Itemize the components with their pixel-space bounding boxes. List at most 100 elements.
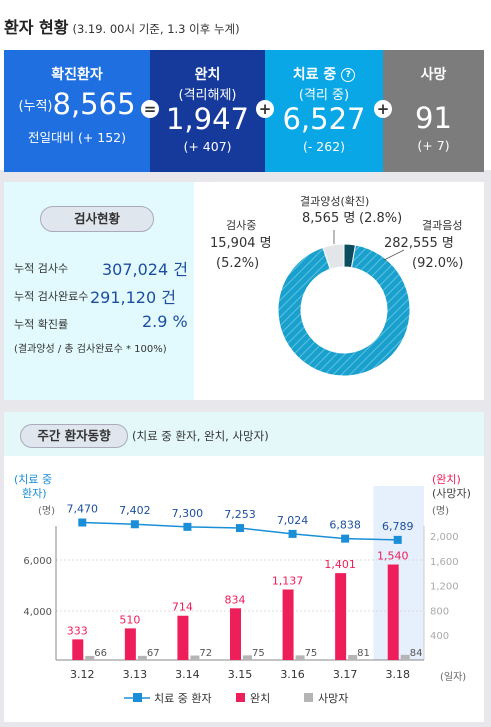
treating-point	[393, 535, 402, 544]
x-tick-label: 3.14	[175, 668, 200, 681]
treating-change: (- 262)	[302, 139, 346, 154]
deaths-bar	[85, 655, 95, 660]
treating-card: 치료 중 ? (격리 중) 6,527 (- 262)	[265, 50, 383, 172]
right-axis-unit: (명)	[432, 505, 449, 517]
plus-icon: +	[256, 100, 274, 118]
released-bar-label: 1,540	[377, 550, 409, 563]
weekly-trend-panel: 주간 환자동향 (치료 중 환자, 완치, 사망자) 4,000 6,000 400…	[4, 412, 484, 722]
deaths-bar-label: 75	[305, 648, 318, 659]
deaths-bar-label: 84	[410, 648, 423, 659]
deaths-bar-label: 67	[147, 648, 160, 659]
treating-point	[288, 529, 297, 538]
treating-value: 6,527	[282, 102, 366, 136]
donut-label-positive-name: 결과양성(확진)	[300, 195, 369, 208]
released-bar	[72, 639, 84, 660]
donut-label-negative-name: 결과음성	[422, 219, 462, 232]
left-tick-label: 4,000	[23, 607, 52, 618]
treating-point	[341, 534, 350, 543]
right-axis-title-1: (완치)	[432, 473, 461, 486]
released-bar-label: 834	[225, 593, 246, 606]
test-note: (결과양성 / 총 검사완료수 * 100%)	[14, 344, 167, 355]
weekly-title: 주간 환자동향	[20, 424, 128, 448]
right-tick-label: 1,600	[430, 557, 459, 568]
deaths-bar-label: 72	[199, 648, 212, 659]
deaths-bar	[243, 655, 252, 660]
info-icon[interactable]: ?	[341, 68, 356, 82]
released-card: 완치 (격리해제) 1,947 (+ 407)	[150, 50, 265, 172]
legend-swatch-released	[236, 693, 245, 702]
deaths-change: (+ 7)	[417, 138, 450, 153]
deaths-bar-label: 66	[94, 648, 107, 659]
donut-label-positive-value: 8,565 명	[302, 211, 355, 226]
donut-label-negative-value: 282,555 명	[384, 236, 454, 251]
released-sublabel: (격리해제)	[178, 88, 237, 103]
legend-treating: 치료 중 환자	[154, 692, 212, 705]
legend-swatch-deaths	[304, 693, 313, 702]
summary-panel: 환자 현황 (3.19. 00시 기준, 1.3 이후 누계) 확진환자 (누적)…	[0, 0, 491, 172]
x-tick-label: 3.13	[123, 668, 148, 681]
right-axis-title-2: (사망자)	[432, 487, 471, 500]
treating-point-label: 7,402	[119, 504, 151, 517]
test-status-summary: 검사현황 누적 검사수 307,024 건 누적 검사완료수 291,120 건 누…	[4, 182, 194, 400]
deaths-bar	[190, 655, 200, 660]
test-row-rate: 누적 확진률 2.9 %	[14, 312, 188, 331]
x-tick-label: 3.15	[228, 668, 253, 681]
deaths-bar	[400, 654, 410, 660]
legend-deaths: 사망자	[318, 692, 348, 705]
x-tick-label: 3.18	[385, 668, 410, 681]
released-bar	[124, 628, 136, 660]
test-status-panel: 검사현황 누적 검사수 307,024 건 누적 검사완료수 291,120 건 누…	[4, 182, 484, 400]
treating-point	[183, 522, 192, 531]
x-tick-label: 3.16	[280, 668, 305, 681]
legend-swatch-treating	[133, 693, 142, 702]
treating-point	[130, 520, 139, 529]
right-tick-label: 1,200	[430, 582, 459, 593]
x-tick-label: 3.12	[70, 668, 95, 681]
donut-label-testing-value: 15,904 명	[210, 236, 272, 251]
deaths-bar-label: 81	[357, 648, 370, 659]
test-result-donut: 검사중 15,904 명 (5.2%) 결과양성(확진) 8,565 명 (2.…	[210, 195, 463, 377]
confirmed-label: 확진환자	[51, 67, 103, 83]
equals-icon: =	[141, 100, 159, 118]
released-change: (+ 407)	[183, 139, 232, 154]
treating-label: 치료 중 ?	[265, 64, 383, 84]
chart-legend: 치료 중 환자 완치 사망자	[124, 692, 348, 705]
weekly-chart: 4,000 6,000 400 800 1,200 1,600 2,000 333 66 3.12…	[14, 473, 471, 705]
treating-point-label: 7,253	[224, 508, 256, 521]
released-value: 1,947	[165, 102, 250, 136]
released-bar-label: 510	[119, 613, 140, 626]
released-bar	[230, 608, 241, 660]
released-bar	[387, 564, 399, 660]
left-tick-label: 6,000	[23, 556, 52, 567]
deaths-bar-label: 75	[252, 648, 265, 659]
released-bar	[177, 615, 189, 660]
donut-label-negative-pct: (92.0%)	[412, 256, 463, 271]
deaths-bar	[295, 655, 305, 660]
deaths-value: 91	[415, 101, 452, 135]
page-subtitle: (3.19. 00시 기준, 1.3 이후 누계)	[72, 22, 240, 36]
released-bar-label: 1,137	[272, 575, 304, 588]
right-tick-label: 2,000	[430, 532, 459, 543]
treating-point	[78, 518, 87, 527]
treating-point-label: 7,024	[277, 514, 309, 527]
deaths-label: 사망	[420, 67, 447, 83]
x-tick-label: 3.17	[333, 668, 358, 681]
treating-point-label: 7,470	[67, 503, 99, 516]
weekly-header: 주간 환자동향 (치료 중 환자, 완치, 사망자)	[4, 412, 484, 456]
plus-icon: +	[374, 100, 392, 118]
treating-point-label: 6,838	[329, 519, 361, 532]
page-title: 환자 현황 (3.19. 00시 기준, 1.3 이후 누계)	[4, 18, 240, 37]
x-axis-unit: (일자)	[440, 671, 466, 683]
left-axis-title-1: (치료 중	[14, 473, 52, 486]
released-bar-label: 1,401	[324, 558, 356, 571]
donut-slice-testing	[322, 243, 345, 270]
deaths-bar	[348, 654, 358, 660]
left-axis-unit: (명)	[38, 505, 55, 517]
released-bar-label: 333	[67, 624, 88, 637]
released-bar	[335, 573, 347, 660]
donut-label-testing-pct: (5.2%)	[216, 256, 259, 271]
donut-label-positive-pct: (2.8%)	[359, 211, 402, 226]
left-axis-title-2: 환자)	[22, 487, 47, 500]
donut-label-testing-name: 검사중	[226, 219, 256, 232]
right-tick-label: 400	[430, 631, 449, 642]
